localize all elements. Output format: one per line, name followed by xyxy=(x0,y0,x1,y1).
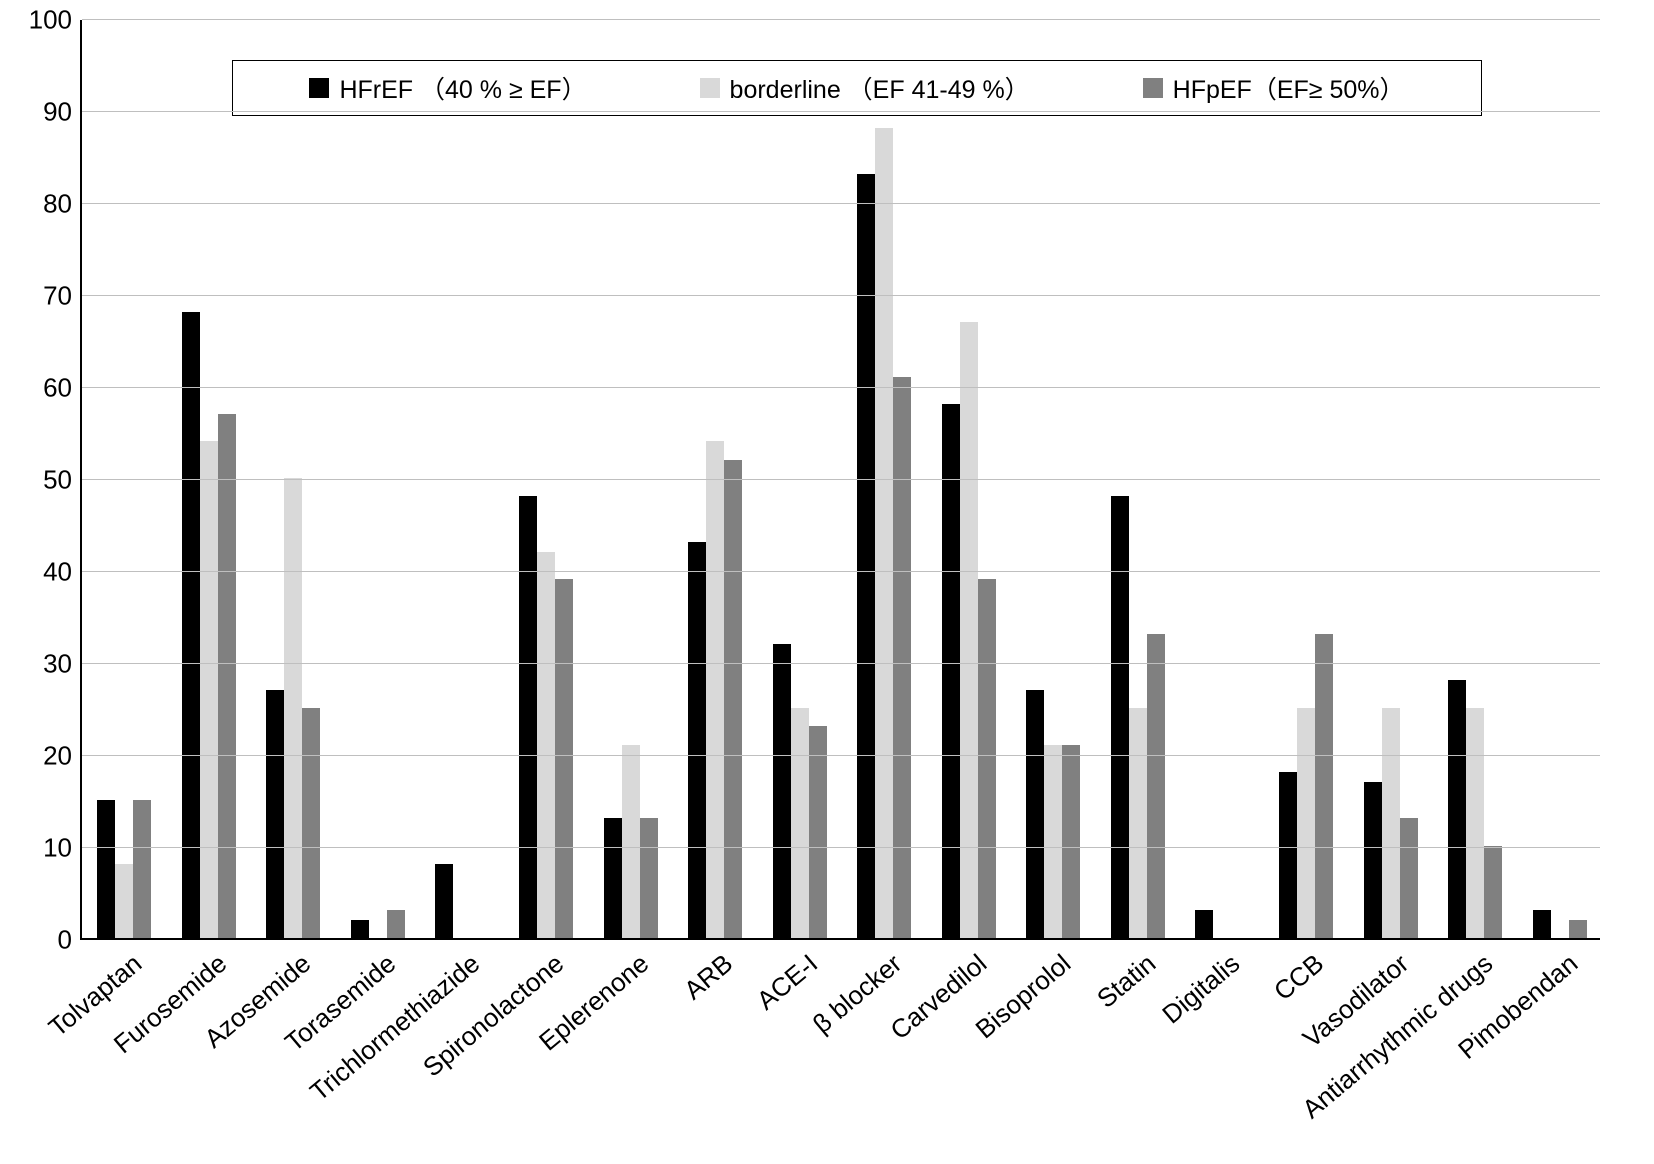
y-tick-label: 0 xyxy=(58,925,72,956)
legend-item-hfpef: HFpEF（EF≥ 50%） xyxy=(1143,70,1405,106)
bar xyxy=(115,864,133,938)
bar xyxy=(893,377,911,938)
bar xyxy=(351,920,369,938)
gridline xyxy=(82,479,1600,480)
bar xyxy=(1364,782,1382,938)
bar xyxy=(791,708,809,938)
gridline xyxy=(82,111,1600,112)
y-tick-label: 10 xyxy=(43,833,72,864)
legend-label: borderline （EF 41-49 %） xyxy=(730,70,1030,106)
y-tick-label: 100 xyxy=(29,5,72,36)
bar xyxy=(284,478,302,938)
x-tick-label: CCB xyxy=(1268,948,1330,1007)
bar xyxy=(1062,745,1080,938)
gridline xyxy=(82,295,1600,296)
gridline xyxy=(82,203,1600,204)
bar xyxy=(133,800,151,938)
bar xyxy=(537,552,555,938)
gridline xyxy=(82,387,1600,388)
gridline xyxy=(82,571,1600,572)
y-tick-label: 20 xyxy=(43,741,72,772)
chart-container: HFrEF （40 % ≥ EF） borderline （EF 41-49 %… xyxy=(0,0,1654,1164)
y-tick-label: 60 xyxy=(43,373,72,404)
bar xyxy=(97,800,115,938)
bar xyxy=(1044,745,1062,938)
bar xyxy=(1279,772,1297,938)
bar xyxy=(218,414,236,938)
bar xyxy=(435,864,453,938)
bar xyxy=(182,312,200,938)
bar xyxy=(1484,846,1502,938)
bar xyxy=(1026,690,1044,938)
bar xyxy=(1129,708,1147,938)
x-tick-label: ARB xyxy=(678,948,739,1006)
bar xyxy=(724,460,742,938)
bar xyxy=(1111,496,1129,938)
plot-area: HFrEF （40 % ≥ EF） borderline （EF 41-49 %… xyxy=(80,20,1600,940)
gridline xyxy=(82,663,1600,664)
bar xyxy=(875,128,893,938)
bar xyxy=(1297,708,1315,938)
y-tick-label: 50 xyxy=(43,465,72,496)
legend-item-hfref: HFrEF （40 % ≥ EF） xyxy=(309,70,586,106)
bar xyxy=(1466,708,1484,938)
gridline xyxy=(82,19,1600,20)
bar xyxy=(1315,634,1333,938)
bar xyxy=(604,818,622,938)
bar xyxy=(942,404,960,938)
bar xyxy=(1382,708,1400,938)
y-tick-label: 30 xyxy=(43,649,72,680)
bar xyxy=(387,910,405,938)
bar xyxy=(519,496,537,938)
bar xyxy=(640,818,658,938)
bar xyxy=(1195,910,1213,938)
bar xyxy=(1569,920,1587,938)
y-tick-label: 70 xyxy=(43,281,72,312)
x-tick-label: ACE-I xyxy=(751,948,824,1016)
bar xyxy=(773,644,791,938)
y-tick-label: 80 xyxy=(43,189,72,220)
gridline xyxy=(82,847,1600,848)
bar xyxy=(960,322,978,938)
bar xyxy=(1147,634,1165,938)
bar xyxy=(978,579,996,938)
bar xyxy=(706,441,724,938)
bar xyxy=(622,745,640,938)
bar xyxy=(857,174,875,938)
legend: HFrEF （40 % ≥ EF） borderline （EF 41-49 %… xyxy=(232,60,1482,116)
bar xyxy=(266,690,284,938)
bar xyxy=(302,708,320,938)
bar xyxy=(555,579,573,938)
legend-item-borderline: borderline （EF 41-49 %） xyxy=(700,70,1030,106)
y-tick-label: 90 xyxy=(43,97,72,128)
x-tick-label: Statin xyxy=(1091,948,1162,1014)
legend-label: HFrEF （40 % ≥ EF） xyxy=(339,70,586,106)
bar xyxy=(1448,680,1466,938)
gridline xyxy=(82,755,1600,756)
legend-swatch-icon xyxy=(1143,78,1163,98)
bar xyxy=(200,441,218,938)
bar xyxy=(1400,818,1418,938)
legend-label: HFpEF（EF≥ 50%） xyxy=(1173,70,1405,106)
x-axis-labels: TolvaptanFurosemideAzosemideTorasemideTr… xyxy=(80,948,1600,1164)
y-tick-label: 40 xyxy=(43,557,72,588)
bar xyxy=(688,542,706,938)
legend-swatch-icon xyxy=(700,78,720,98)
legend-swatch-icon xyxy=(309,78,329,98)
bar xyxy=(1533,910,1551,938)
bar xyxy=(809,726,827,938)
x-tick-label: Digitalis xyxy=(1156,948,1246,1030)
